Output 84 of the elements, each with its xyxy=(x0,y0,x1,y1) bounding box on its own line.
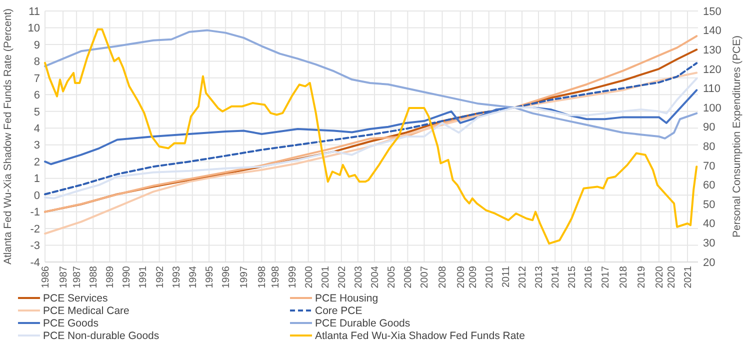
y-tick-label: 0 xyxy=(34,190,40,202)
line-series xyxy=(44,89,698,166)
y-tick-label: -2 xyxy=(30,223,40,236)
y2-tick-label: 40 xyxy=(703,218,716,230)
x-tick-label: 1999 xyxy=(287,266,298,288)
y-tick-label: 3 xyxy=(34,140,40,152)
x-tick-label: 2019 xyxy=(636,266,648,288)
x-tick-label: 1987 xyxy=(72,266,84,288)
line-series xyxy=(44,72,698,235)
x-tick-label: 1990 xyxy=(122,266,133,288)
x-tick-label: 2004 xyxy=(370,266,382,288)
x-tick-label: 1997 xyxy=(239,266,250,288)
line-series xyxy=(44,29,698,140)
x-tick-label: 2011 xyxy=(500,266,512,288)
x-tick-label: 1996 xyxy=(221,266,232,288)
x-tick-label: 2017 xyxy=(600,266,612,288)
y-tick-label: 8 xyxy=(34,56,40,68)
x-tick-label: 1992 xyxy=(154,266,166,288)
legend-label: PCE Durable Goods xyxy=(315,318,410,330)
y-tick-label: 4 xyxy=(34,122,40,135)
x-tick-label: 2000 xyxy=(304,266,315,288)
y-tick-label: -4 xyxy=(30,256,40,269)
y-tick-label: 5 xyxy=(34,106,40,118)
legend-label: Core PCE xyxy=(315,305,362,318)
y-tick-label: -3 xyxy=(30,240,40,252)
legend-label: Atlanta Fed Wu-Xia Shadow Fed Funds Rate xyxy=(315,330,526,342)
y2-axis-title: Personal Consumption Expenditures (PCE) xyxy=(731,36,743,238)
x-tick-label: 1998 xyxy=(257,266,268,288)
x-tick-label: 1986 xyxy=(40,266,52,288)
x-tick-label: 2016 xyxy=(584,266,595,288)
legend-label: PCE Services xyxy=(43,292,108,305)
x-tick-label: 2002 xyxy=(336,266,348,288)
x-tick-label: 2015 xyxy=(567,266,578,288)
x-tick-label: 2020 xyxy=(666,266,678,288)
x-tick-label: 1991 xyxy=(138,266,150,288)
x-tick-label: 1995 xyxy=(204,266,216,288)
x-tick-label: 2020 xyxy=(654,266,666,288)
x-tick-label: 2012 xyxy=(517,266,528,288)
x-tick-label: 1987 xyxy=(58,266,70,288)
y-tick-label: 9 xyxy=(34,39,40,52)
x-tick-label: 2021 xyxy=(683,266,694,288)
legend-label: PCE Non-durable Goods xyxy=(43,330,160,342)
y-tick-label: 7 xyxy=(34,72,40,85)
x-tick-label: 2018 xyxy=(618,266,630,288)
y2-tick-label: 130 xyxy=(703,44,722,56)
y2-tick-label: 150 xyxy=(703,6,722,18)
y2-tick-label: 100 xyxy=(703,102,722,114)
x-tick-label: 1993 xyxy=(171,266,182,288)
y2-tick-label: 120 xyxy=(703,64,722,76)
y2-tick-label: 50 xyxy=(703,198,716,211)
legend-label: PCE Goods xyxy=(43,318,98,330)
x-tick-label: 2006 xyxy=(403,266,414,288)
line-series xyxy=(44,28,698,245)
y2-tick-label: 110 xyxy=(703,83,721,96)
y-tick-label: 10 xyxy=(28,22,40,35)
x-tick-label: 1989 xyxy=(105,266,116,288)
y2-tick-label: 20 xyxy=(703,256,716,269)
y2-tick-label: 140 xyxy=(703,25,722,38)
y2-tick-label: 70 xyxy=(703,160,716,172)
y-tick-label: -1 xyxy=(30,206,40,219)
y2-tick-label: 30 xyxy=(703,238,716,250)
y-axis-title: Atlanta Fed Wu-Xia Shadow Fed Funds Rate (Percent) xyxy=(2,8,14,265)
y-tick-label: 2 xyxy=(34,156,40,168)
x-tick-label: 2003 xyxy=(353,266,364,288)
x-tick-label: 2001 xyxy=(320,266,332,288)
x-tick-label: 2005 xyxy=(386,266,398,288)
y-tick-label: 11 xyxy=(28,6,40,18)
x-tick-label: 1994 xyxy=(188,266,199,288)
x-tick-label: 2009 xyxy=(468,266,479,288)
x-tick-label: 2014 xyxy=(550,266,562,288)
y-tick-label: 1 xyxy=(34,173,40,186)
y2-tick-label: 60 xyxy=(703,180,716,192)
x-tick-label: 2010 xyxy=(484,266,496,288)
x-tick-label: 1988 xyxy=(88,266,100,288)
y-tick-label: 6 xyxy=(34,90,40,102)
y2-tick-label: 80 xyxy=(703,141,716,154)
x-tick-label: 2007 xyxy=(420,266,431,288)
x-tick-label: 2008 xyxy=(438,266,449,288)
y2-tick-label: 90 xyxy=(703,122,716,134)
x-tick-label: 2009 xyxy=(456,266,467,288)
x-tick-label: 2013 xyxy=(534,266,546,288)
legend-label: PCE Medical Care xyxy=(43,305,130,318)
legend-label: PCE Housing xyxy=(315,292,378,305)
x-tick-label: 1998 xyxy=(270,266,282,288)
